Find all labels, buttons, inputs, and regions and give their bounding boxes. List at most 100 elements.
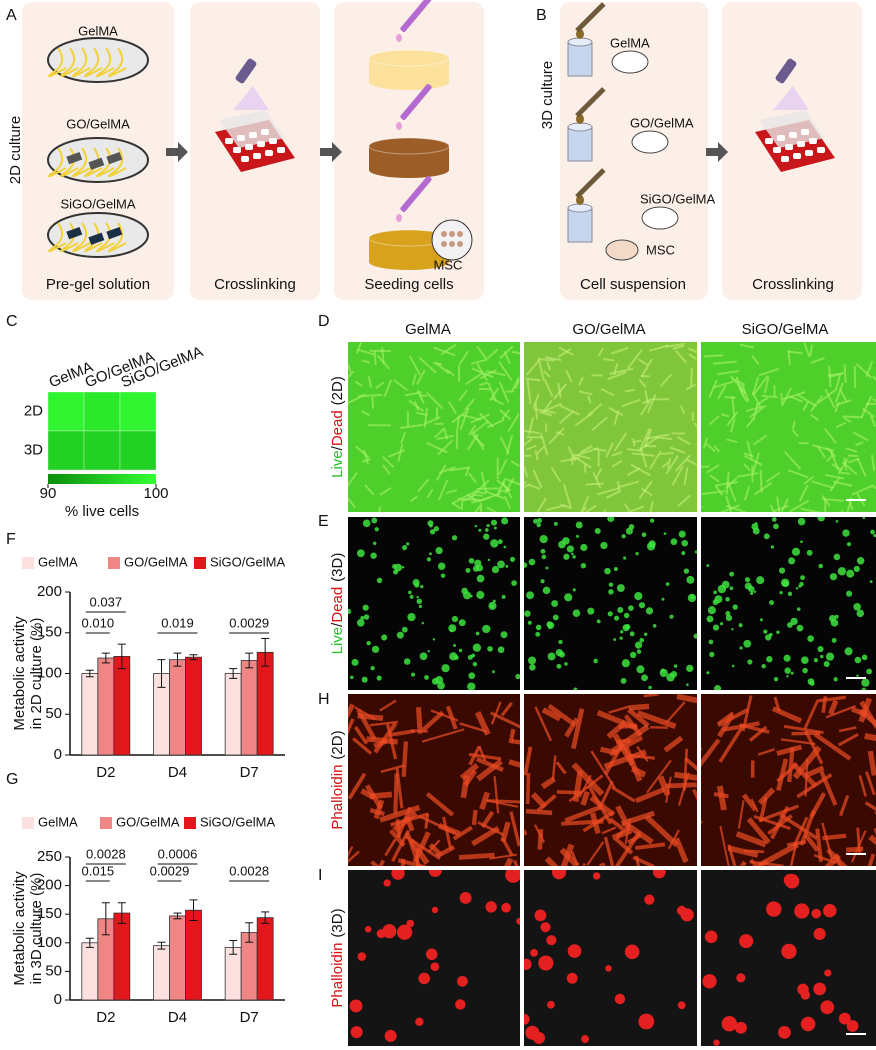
actin-streak (348, 772, 367, 800)
cell-streak (872, 375, 876, 382)
cell-dot (796, 607, 801, 612)
cell-streak (474, 504, 482, 512)
cell-streak (724, 396, 736, 399)
cell-streak (743, 454, 763, 466)
actin-streak (627, 707, 650, 728)
legend-label: GO/GelMA (116, 814, 180, 829)
cell-streak (709, 474, 720, 483)
error-bar (101, 652, 110, 664)
cell-streak (448, 401, 458, 415)
actin-streak (493, 776, 500, 814)
error-bar (101, 902, 110, 936)
heatmap-cell (47, 430, 85, 471)
arrow (166, 142, 188, 162)
actin-streak (564, 804, 602, 823)
actin-streak (727, 845, 759, 858)
cell-dot (541, 554, 547, 560)
cell-streak (860, 395, 873, 419)
panel-letter: F (6, 531, 16, 548)
cell-dot (837, 567, 847, 576)
actin-streak (421, 728, 465, 743)
actin-streak (459, 763, 480, 781)
actin-streak (665, 701, 686, 724)
actin-streak (425, 792, 455, 817)
actin-streak (533, 824, 546, 843)
cell-dot (800, 575, 805, 581)
cell-dot (763, 533, 770, 540)
cell-streak (592, 472, 602, 489)
actin-streak (737, 800, 745, 829)
actin-streak (719, 825, 730, 866)
actin-streak (716, 785, 727, 811)
actin-streak (476, 757, 504, 772)
cell-streak (467, 433, 479, 451)
cell-streak (471, 434, 486, 447)
y-tick-label: 200 (37, 877, 62, 894)
cell-dot (458, 648, 463, 653)
pipette (400, 176, 432, 212)
cell-dot (376, 577, 383, 584)
actin-streak (787, 747, 795, 783)
cell-streak (758, 367, 780, 377)
cell-streak (855, 362, 873, 379)
cell-streak (468, 424, 477, 436)
actin-streak (395, 768, 404, 809)
cell-streak (479, 368, 498, 380)
dish (47, 137, 149, 183)
actin-streak (608, 705, 630, 714)
flake (66, 151, 83, 165)
actin-streak (370, 860, 380, 866)
plate-well (809, 138, 817, 144)
cell-streak (433, 427, 446, 439)
cell-dot (809, 681, 815, 686)
actin-streak (643, 694, 659, 698)
actin-streak (578, 774, 592, 798)
bar (185, 909, 202, 1001)
cell-streak (726, 438, 738, 444)
cell-dot (461, 587, 468, 595)
image-bg (348, 342, 520, 512)
actin-streak (418, 815, 457, 835)
cell-streak (565, 369, 573, 383)
cell-dot (856, 609, 865, 618)
cell-dot (604, 567, 611, 575)
flake (88, 232, 105, 245)
cell-blob (516, 917, 520, 925)
heatmap-cell (83, 430, 121, 471)
cell-streak (725, 504, 747, 512)
cell-dot (416, 595, 419, 599)
cell-blob (415, 1017, 424, 1026)
cell-blob (524, 958, 532, 970)
cell-blob (430, 962, 440, 972)
cell-streak (597, 347, 605, 357)
row-label-part: (3D) (329, 908, 346, 937)
cell-streak (498, 381, 510, 403)
actin-streak (635, 855, 640, 866)
cell-dot (401, 626, 408, 633)
x-tick-label: D2 (96, 764, 115, 781)
cell-streak (810, 413, 820, 422)
cell-blob (676, 905, 687, 916)
actin-streak (486, 799, 520, 804)
actin-streak (837, 732, 859, 747)
cell-dot (492, 599, 496, 603)
cell-streak (645, 433, 670, 440)
cell-streak (865, 360, 874, 378)
cell-streak (607, 371, 627, 381)
legend-swatch (184, 817, 196, 829)
plate-well (805, 150, 813, 156)
cell-streak (471, 367, 494, 379)
cell-streak (674, 350, 688, 364)
cell-streak (655, 436, 673, 441)
cell-streak (456, 415, 461, 430)
panel-letter: B (536, 7, 547, 24)
cell-streak (348, 370, 355, 379)
actin-streak (356, 708, 377, 741)
cell-streak (743, 485, 751, 501)
legend-label: SiGO/GelMA (210, 554, 285, 569)
cell-dot (752, 527, 760, 535)
step-label: Cell suspension (580, 276, 686, 293)
cell-streak (476, 345, 488, 361)
cell-streak (834, 382, 844, 403)
